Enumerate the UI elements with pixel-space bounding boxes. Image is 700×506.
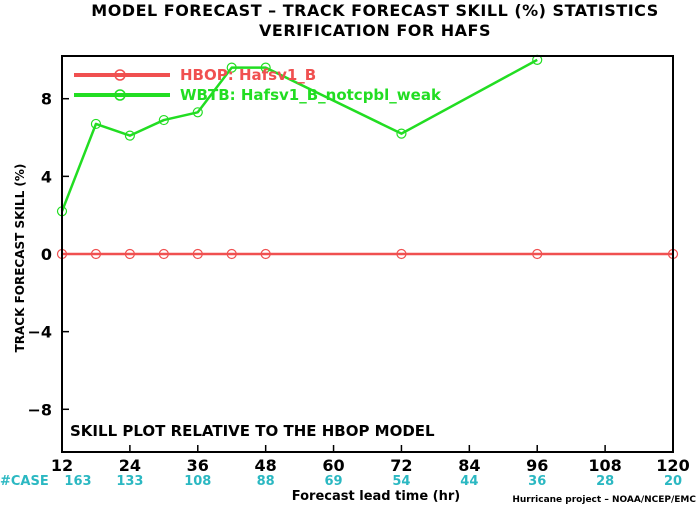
series-point-0 [260,248,271,260]
x-axis-label: Forecast lead time (hr) [292,489,460,504]
y-tick-label: −8 [27,400,52,419]
series-layer [56,54,679,260]
case-count: 36 [528,474,546,489]
x-tick-label: 84 [458,456,480,475]
y-tick-label: 8 [41,90,52,109]
series-point-1 [226,62,237,73]
legend: HBOP: Hafsv1_B WBTB: Hafsv1_B_notcpbl_wea… [74,66,442,104]
y-tick-label: 0 [41,245,52,264]
x-axis-ticks: 12 24 36 48 60 72 84 96 108 120 [51,445,690,475]
credit-text: Hurricane project – NOAA/NCEP/EMC [512,495,696,505]
series-point-1 [158,114,169,126]
x-tick-label: 24 [119,456,141,475]
case-count: 44 [460,474,478,489]
series-line-1 [60,58,538,212]
x-tick-label: 120 [656,456,689,475]
series-point-0 [158,248,169,260]
series-point-0 [396,248,407,260]
series-point-1 [124,130,135,141]
chart-title: MODEL FORECAST – TRACK FORECAST SKILL (%… [91,1,658,20]
case-count: 54 [392,474,410,489]
case-count: 28 [596,474,614,489]
y-tick-label: 4 [41,167,52,186]
series-point-0 [192,248,203,260]
case-count: 163 [64,474,91,489]
case-count: 20 [664,474,682,489]
case-label: #CASE [0,474,49,489]
x-tick-label: 36 [187,456,209,475]
x-tick-label: 96 [526,456,548,475]
legend-entry: WBTB: Hafsv1_B_notcpbl_weak [180,86,442,104]
skill-annotation: SKILL PLOT RELATIVE TO THE HBOP MODEL [70,422,435,440]
chart-subtitle: VERIFICATION FOR HAFS [259,21,491,40]
legend-swatch-marker [114,69,126,81]
plot-frame [61,55,674,453]
case-count: 88 [257,474,275,489]
series-point-0 [532,248,543,260]
series-point-1 [90,118,102,130]
case-count: 69 [325,474,343,489]
series-point-1 [192,107,203,118]
series-point-0 [226,248,237,260]
series-point-1 [260,62,271,73]
x-tick-label: 60 [322,456,344,475]
x-tick-label: 12 [51,456,73,475]
case-count-row: 163 133 108 88 69 54 44 36 28 20 [64,474,682,489]
legend-swatch-marker [114,89,126,101]
legend-entry: HBOP: Hafsv1_B [180,66,316,84]
case-count: 133 [116,474,143,489]
case-count: 108 [184,474,211,489]
x-tick-label: 72 [390,456,412,475]
series-point-0 [90,248,102,260]
series-point-1 [396,128,407,139]
series-point-0 [124,248,135,260]
x-tick-label: 48 [255,456,277,475]
x-tick-label: 108 [588,456,621,475]
y-axis-label: TRACK FORECAST SKILL (%) [13,164,27,353]
y-tick-label: −4 [27,323,52,342]
